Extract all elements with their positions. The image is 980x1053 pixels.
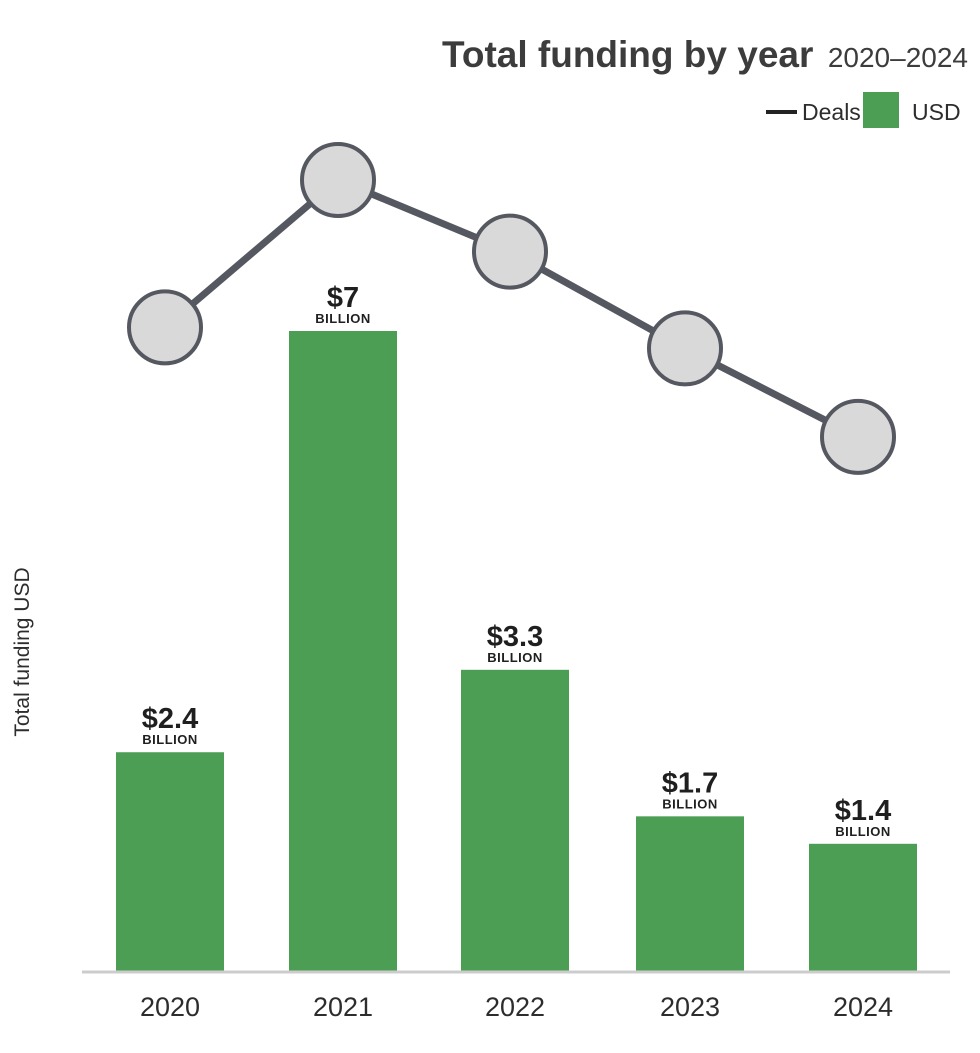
x-tick-2024: 2024	[833, 992, 893, 1022]
deals-point-2020	[127, 289, 203, 366]
x-tick-2023: 2023	[660, 992, 720, 1022]
unit-label-2020: BILLION	[142, 732, 198, 747]
x-tick-2020: 2020	[140, 992, 200, 1022]
bar-2020	[116, 752, 224, 972]
value-label-2021: $7	[327, 282, 359, 314]
bar-2023	[636, 816, 744, 972]
deals-line-group	[127, 142, 896, 475]
bars-group: $2.4BILLION$7BILLION$3.3BILLION$1.7BILLI…	[116, 282, 917, 972]
svg-text:Total funding by year 20: Total funding by year 2020–2024	[442, 34, 968, 75]
x-tick-2022: 2022	[485, 992, 545, 1022]
x-tick-2021: 2021	[313, 992, 373, 1022]
value-label-2022: $3.3	[487, 621, 543, 653]
unit-label-2024: BILLION	[835, 824, 891, 839]
chart-subtitle: 2020–2024	[828, 42, 968, 73]
y-axis-label: Total funding USD	[11, 567, 34, 736]
bar-2021	[289, 331, 397, 972]
chart-title-main: Total funding by year	[442, 34, 813, 75]
legend-usd-label: USD	[912, 99, 961, 125]
deals-point-2022	[472, 213, 548, 290]
value-label-2024: $1.4	[835, 795, 891, 827]
unit-label-2021: BILLION	[315, 311, 371, 326]
bar-2022	[461, 669, 569, 972]
deals-point-2024	[820, 398, 896, 475]
legend-usd-swatch	[863, 92, 899, 128]
deals-point-2021	[300, 142, 376, 218]
legend: Deals USD	[766, 92, 961, 128]
value-label-2023: $1.7	[662, 767, 718, 799]
deals-point-2023	[647, 310, 723, 387]
bar-2024	[809, 843, 917, 972]
chart-title: Total funding by year 2020–2024	[442, 34, 968, 75]
unit-label-2023: BILLION	[662, 796, 718, 811]
unit-label-2022: BILLION	[487, 650, 543, 665]
x-ticks-group: 2020 2021 2022 2023 2024	[140, 992, 893, 1022]
value-label-2020: $2.4	[142, 703, 198, 735]
legend-deals-label: Deals	[802, 99, 861, 125]
